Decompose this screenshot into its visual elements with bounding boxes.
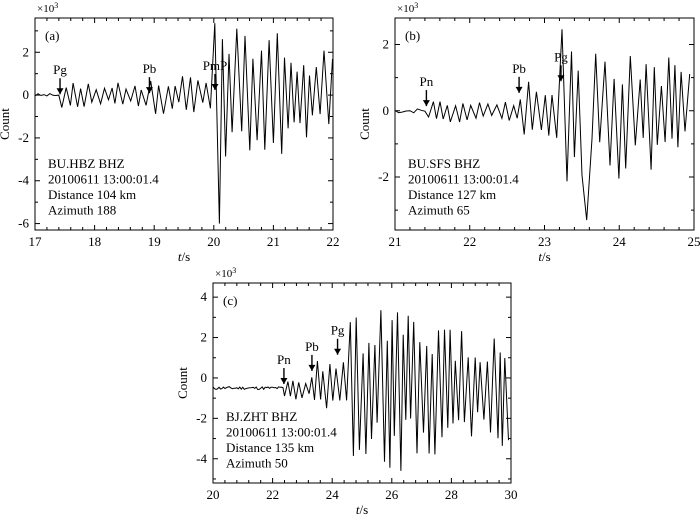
x-tick-label: 22: [463, 234, 476, 249]
info-line: Distance 135 km: [226, 440, 314, 455]
x-tick-label: 22: [327, 234, 340, 249]
panel-c: 20 22 24 26 28 30-4-2024×103Countt/s(c)BJ.ZHT…: [175, 266, 518, 517]
info-line: Azimuth 188: [48, 203, 116, 218]
info-line: 20100611 13:00:01.4: [408, 172, 519, 187]
y-tick-label: -2: [378, 169, 389, 184]
x-tick-label: 18: [88, 234, 101, 249]
x-tick-label: 28: [445, 487, 458, 502]
y-tick-label: -6: [18, 216, 29, 231]
y-tick-label: 2: [201, 330, 208, 345]
info-line: 20100611 13:00:01.4: [48, 172, 159, 187]
phase-label: Pn: [277, 352, 291, 367]
phase-label: Pg: [554, 49, 568, 64]
info-line: Azimuth 65: [408, 203, 470, 218]
phase-label: Pn: [420, 74, 434, 89]
info-line: Azimuth 50: [226, 456, 288, 471]
phase-label: PmP: [203, 58, 228, 73]
y-axis-title: Count: [357, 108, 372, 140]
phase-arrow-head: [557, 75, 565, 82]
y-tick-label: -2: [196, 410, 207, 425]
phase-arrow-head: [422, 100, 430, 107]
y-tick-label: 4: [201, 289, 208, 304]
panel-b: 21 22 23 24 25 -2 0 2 ×103 Count t/s (b) BU.SFS BHZ2…: [357, 1, 700, 264]
panel-label: (b): [405, 28, 420, 43]
phase-label: Pg: [331, 323, 345, 338]
phase-arrow-head: [211, 83, 219, 90]
y-axis-title: Count: [175, 367, 190, 399]
phase-arrow-head: [334, 348, 342, 355]
x-tick-label: 24: [326, 487, 340, 502]
info-line: BJ.ZHT BHZ: [226, 409, 297, 424]
x-tick-label: 24: [613, 234, 627, 249]
x-tick-label: 25: [688, 234, 700, 249]
y-multiplier: ×103: [215, 266, 236, 280]
panel-a: 17 18 19 20 21 22 -6 -4 -2 0 2 ×103 Count t/s (a) BU.HB…: [0, 1, 340, 264]
x-axis-title: t/s: [178, 249, 190, 264]
info-line: 20100611 13:00:01.4: [226, 425, 337, 440]
y-axis-title: Count: [0, 108, 12, 140]
phase-label: Pb: [305, 339, 319, 354]
phase-label: Pg: [53, 62, 67, 77]
phase-arrow-head: [145, 87, 153, 94]
y-multiplier: ×103: [37, 1, 58, 15]
phase-label: Pb: [512, 61, 526, 76]
y-tick-label: 0: [23, 87, 30, 102]
x-tick-label: 20: [207, 234, 220, 249]
y-tick-label: -2: [18, 130, 29, 145]
phase-arrow-head: [56, 88, 64, 95]
x-tick-label: 22: [266, 487, 279, 502]
x-tick-label: 26: [385, 487, 399, 502]
phase-arrow-head: [308, 364, 316, 371]
x-axis-title: t/s: [356, 502, 368, 517]
x-tick-label: 21: [267, 234, 280, 249]
info-line: BU.HBZ BHZ: [48, 156, 125, 171]
waveform-series: [34, 23, 333, 224]
plot-frame: [34, 17, 334, 231]
panel-label: (c): [223, 293, 237, 308]
x-tick-label: 23: [538, 234, 551, 249]
x-axis-title: t/s: [538, 249, 550, 264]
y-tick-label: 2: [383, 37, 390, 52]
y-tick-label: 0: [201, 370, 208, 385]
waveform-series: [212, 310, 509, 471]
phase-label: Pb: [143, 61, 157, 76]
info-line: BU.SFS BHZ: [408, 156, 480, 171]
phase-arrow-head: [515, 86, 523, 93]
y-tick-label: 0: [383, 103, 390, 118]
panel-label: (a): [45, 28, 59, 43]
y-tick-label: -4: [196, 451, 207, 466]
x-tick-label: 17: [29, 234, 43, 249]
info-line: Distance 104 km: [48, 187, 136, 202]
y-tick-label: 2: [23, 44, 30, 59]
y-tick-label: -4: [18, 173, 29, 188]
phase-arrow-head: [280, 378, 288, 385]
info-line: Distance 127 km: [408, 187, 496, 202]
waveform-series: [394, 29, 691, 221]
x-tick-label: 30: [505, 487, 518, 502]
plot-frame: [212, 282, 512, 484]
y-multiplier: ×103: [397, 1, 418, 15]
x-tick-label: 20: [207, 487, 220, 502]
x-tick-label: 21: [389, 234, 402, 249]
x-tick-label: 19: [148, 234, 161, 249]
